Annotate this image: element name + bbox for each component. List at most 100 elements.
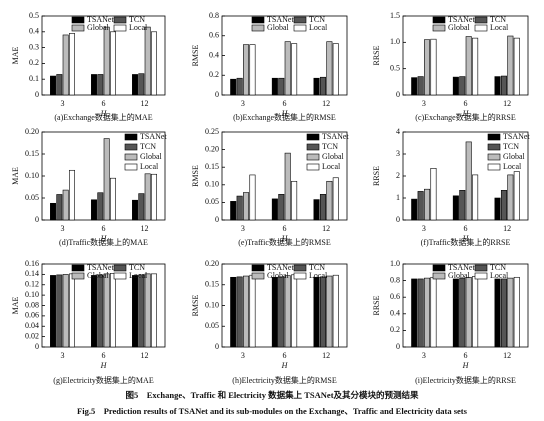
legend-swatch	[432, 16, 446, 24]
legend-label: Local	[309, 23, 328, 32]
legend-swatch	[474, 272, 488, 280]
bar	[151, 173, 157, 221]
bar	[459, 76, 466, 96]
bar	[50, 275, 56, 348]
x-tick-label: 12	[322, 351, 330, 360]
y-tick-label: 0.5	[390, 63, 400, 72]
x-tick-label: 3	[241, 224, 245, 233]
bar	[230, 276, 237, 348]
x-axis-label: H	[281, 361, 289, 370]
y-tick-label: 0	[35, 342, 39, 351]
y-tick-label: 0.05	[205, 197, 219, 206]
legend-label: Local	[309, 271, 328, 280]
legend-label: Global	[322, 152, 345, 161]
y-tick-label: 0.2	[390, 325, 400, 334]
bar	[110, 273, 116, 348]
x-tick-label: 6	[102, 99, 106, 108]
y-tick-label: 0.15	[205, 162, 219, 171]
y-tick-label: 0.8	[209, 11, 219, 20]
bar	[507, 174, 514, 221]
y-tick-label: 0.1	[29, 74, 39, 83]
legend-label: Global	[267, 271, 290, 280]
bar	[326, 41, 333, 96]
x-axis-label: H	[100, 234, 108, 243]
bar	[424, 39, 431, 96]
y-tick-label: 0	[396, 90, 400, 99]
y-axis-label: RRSE	[372, 166, 381, 186]
bar	[62, 189, 69, 221]
legend-label: TCN	[322, 142, 338, 151]
legend-label: TSANet	[503, 132, 530, 141]
bar	[424, 188, 431, 221]
y-tick-label: 0.15	[25, 149, 39, 158]
bar	[494, 197, 501, 221]
bar	[103, 138, 110, 221]
bar	[465, 276, 472, 348]
y-tick-label: 1.0	[390, 259, 400, 268]
legend-label: TSANet	[267, 263, 294, 272]
legend-label: Global	[87, 271, 110, 280]
x-tick-label: 3	[61, 224, 65, 233]
legend-swatch	[71, 16, 85, 24]
bar	[417, 76, 424, 96]
bar	[97, 74, 104, 96]
y-tick-label: 0.06	[25, 311, 39, 320]
legend-label: TSANet	[448, 263, 475, 272]
legend-swatch	[474, 24, 488, 32]
bar	[459, 277, 466, 348]
bar	[249, 274, 256, 348]
legend-label: TCN	[309, 263, 325, 272]
x-tick-label: 3	[422, 99, 426, 108]
bar	[132, 74, 138, 96]
legend-label: TCN	[309, 15, 325, 24]
x-tick-label: 12	[141, 99, 149, 108]
bar	[69, 33, 75, 96]
x-axis-label: H	[281, 109, 289, 118]
bar	[513, 171, 520, 221]
y-tick-label: 0	[35, 90, 39, 99]
bar	[56, 194, 63, 221]
bar	[284, 275, 291, 348]
bar	[411, 198, 418, 221]
legend-swatch	[124, 163, 138, 171]
legend-label: Global	[448, 23, 471, 32]
legend-label: TCN	[140, 142, 156, 151]
y-tick-label: 0.6	[390, 292, 400, 301]
bar	[430, 38, 437, 96]
bar	[284, 152, 291, 221]
y-tick-label: 0.20	[205, 259, 219, 268]
x-tick-label: 6	[102, 224, 106, 233]
bar	[69, 273, 75, 348]
bar	[313, 199, 320, 221]
subplot-caption: (i)Electricity数据集上的RRSE	[415, 375, 516, 385]
legend-label: TSANet	[322, 132, 349, 141]
x-tick-label: 12	[322, 224, 330, 233]
legend-swatch	[432, 272, 446, 280]
y-tick-label: 0.15	[205, 280, 219, 289]
bar	[91, 275, 97, 348]
bar	[278, 276, 285, 348]
bar	[472, 276, 479, 348]
figure-caption-chinese: 图5 Exchange、Traffic 和 Electricity 数据集上 T…	[125, 390, 419, 400]
y-tick-label: 4	[396, 127, 400, 136]
y-axis-label: MAE	[11, 47, 20, 65]
bar	[230, 201, 237, 221]
bar	[97, 192, 104, 221]
legend-swatch	[71, 24, 85, 32]
bar	[138, 193, 145, 221]
y-tick-label: 0.05	[205, 321, 219, 330]
legend-swatch	[293, 272, 307, 280]
legend-swatch	[251, 272, 265, 280]
bar	[507, 35, 514, 96]
bar	[151, 31, 157, 96]
bar	[332, 177, 339, 221]
y-tick-label: 0.4	[209, 50, 219, 59]
y-tick-label: 0	[215, 342, 219, 351]
x-axis-label: H	[462, 109, 470, 118]
plot-frame	[221, 131, 348, 221]
bar	[144, 173, 151, 221]
legend-label: Global	[448, 271, 471, 280]
y-tick-label: 2	[396, 171, 400, 180]
y-tick-label: 0.4	[390, 309, 400, 318]
y-tick-label: 0	[396, 215, 400, 224]
